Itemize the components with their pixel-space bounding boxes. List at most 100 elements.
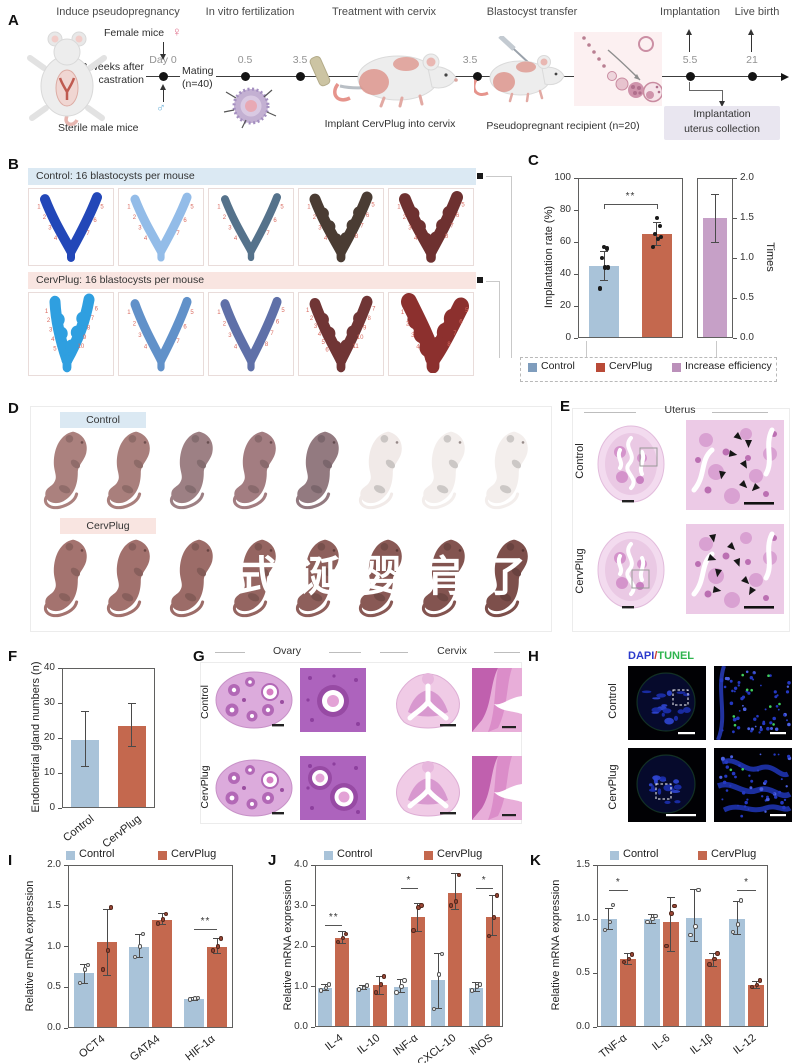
data-point — [336, 939, 341, 945]
female-arrowhead-icon — [159, 54, 166, 60]
timeline-label-5-5: 5.5 — [682, 54, 698, 66]
axis-tick-label: 10 — [43, 767, 55, 778]
data-point — [100, 967, 106, 972]
axis-tick — [593, 864, 597, 866]
error-bar-cap — [711, 193, 719, 195]
significance-line — [604, 203, 657, 205]
connector-line — [511, 176, 512, 358]
axis-tick — [64, 1027, 68, 1029]
panel-a-schematic: A Induce pseudopregnancy In vitro fertil… — [0, 0, 796, 148]
legend-swatch — [158, 851, 167, 860]
error-bar-cap — [375, 975, 384, 977]
significance-label: ** — [625, 190, 636, 202]
svg-text:10: 10 — [357, 334, 364, 341]
timeline-node-3-5a — [295, 72, 305, 81]
ovary-title: Ovary — [272, 645, 301, 657]
title-flank-line — [494, 652, 520, 653]
pup-photo — [227, 536, 285, 620]
panel-e-label: E — [560, 398, 571, 415]
svg-text:2: 2 — [310, 315, 314, 322]
axis-tick-label: 1.5 — [576, 859, 590, 870]
legend-label: Control — [541, 360, 575, 372]
error-bar — [417, 903, 418, 932]
male-arrow — [163, 90, 164, 102]
error-bar-cap — [338, 943, 347, 945]
bar — [410, 916, 425, 1026]
panel-h-tunel: H DAPI/TUNEL Control CervPlug — [525, 645, 796, 840]
bar — [748, 984, 765, 1026]
bar — [355, 987, 370, 1026]
data-point — [160, 917, 166, 922]
pup-photo — [38, 536, 96, 620]
error-bar — [693, 889, 695, 942]
collection-box-line2: uterus collection — [684, 123, 760, 135]
timeline-node-0-5 — [240, 72, 250, 81]
panel-h-label: H — [528, 648, 539, 665]
error-bar-cap — [103, 974, 111, 976]
ovary-zoom-cervplug — [300, 756, 366, 825]
axis-tick — [733, 177, 737, 179]
bar — [372, 985, 387, 1026]
connector-line — [716, 341, 717, 357]
recipient-caption: Pseudopregnant recipient (n=20) — [486, 120, 640, 132]
svg-text:7: 7 — [91, 315, 95, 322]
svg-text:9: 9 — [363, 324, 367, 331]
legend-swatch — [324, 851, 333, 860]
error-bar-cap — [338, 931, 347, 933]
uterus-title: Uterus — [664, 404, 696, 416]
svg-text:5: 5 — [190, 309, 194, 316]
data-point — [456, 872, 462, 878]
svg-text:2: 2 — [403, 214, 407, 221]
svg-text:7: 7 — [176, 230, 180, 237]
svg-text:4: 4 — [324, 235, 328, 242]
phase-title-live-birth: Live birth — [734, 6, 780, 18]
svg-text:7: 7 — [372, 305, 376, 312]
error-bar-cap — [709, 953, 718, 955]
tunel-label: TUNEL — [657, 650, 695, 662]
error-bar-cap — [81, 711, 90, 713]
svg-text:6: 6 — [273, 217, 277, 224]
error-bar-cap — [471, 990, 480, 992]
treatment-mouse-illustration — [332, 34, 472, 115]
data-point — [707, 962, 712, 967]
timeline-label-day0: Day 0 — [149, 54, 177, 66]
axis-tick — [311, 864, 315, 866]
uterus-inset-cervplug — [686, 524, 784, 619]
data-point — [602, 927, 608, 932]
castration-label-2: castration — [98, 74, 144, 86]
svg-text:5: 5 — [280, 204, 284, 211]
panel-j-label: J — [268, 852, 277, 869]
slash-label: / — [654, 650, 658, 662]
data-point — [378, 982, 384, 987]
error-bar-cap — [652, 222, 661, 224]
axis-tick-label: 0.5 — [576, 967, 590, 978]
data-point — [327, 982, 332, 987]
timeline-node-21 — [747, 72, 757, 81]
watermark-character: 了 — [484, 553, 527, 600]
axis-tick-label: 1.5 — [740, 212, 754, 223]
watermark-character: 婴 — [360, 553, 403, 600]
axis-tick-label: 1.0 — [576, 913, 590, 924]
svg-text:1: 1 — [217, 309, 221, 316]
data-point — [195, 995, 201, 1001]
data-point — [672, 903, 677, 909]
svg-text:6: 6 — [93, 217, 97, 224]
axis-tick — [311, 905, 315, 906]
axis-tick — [64, 905, 68, 907]
panel-c-implantation-chart: C 0 20 40 60 80 100 ** Implantation rate (%) 0.0… — [520, 150, 796, 392]
axis-tick — [58, 807, 62, 809]
data-point — [477, 982, 482, 987]
data-point — [610, 902, 616, 908]
y-axis-label: Relative mRNA expression — [24, 880, 36, 1011]
bar — [600, 919, 617, 1026]
dapi-tunel-title: DAPI/TUNEL — [628, 650, 694, 662]
axis-tick — [574, 241, 578, 243]
error-bar-cap — [604, 929, 613, 931]
svg-text:5: 5 — [322, 339, 326, 346]
data-point — [693, 924, 698, 929]
axis-tick-label: 2.0 — [740, 172, 754, 183]
pup-photo — [416, 536, 474, 620]
data-point — [319, 988, 324, 993]
